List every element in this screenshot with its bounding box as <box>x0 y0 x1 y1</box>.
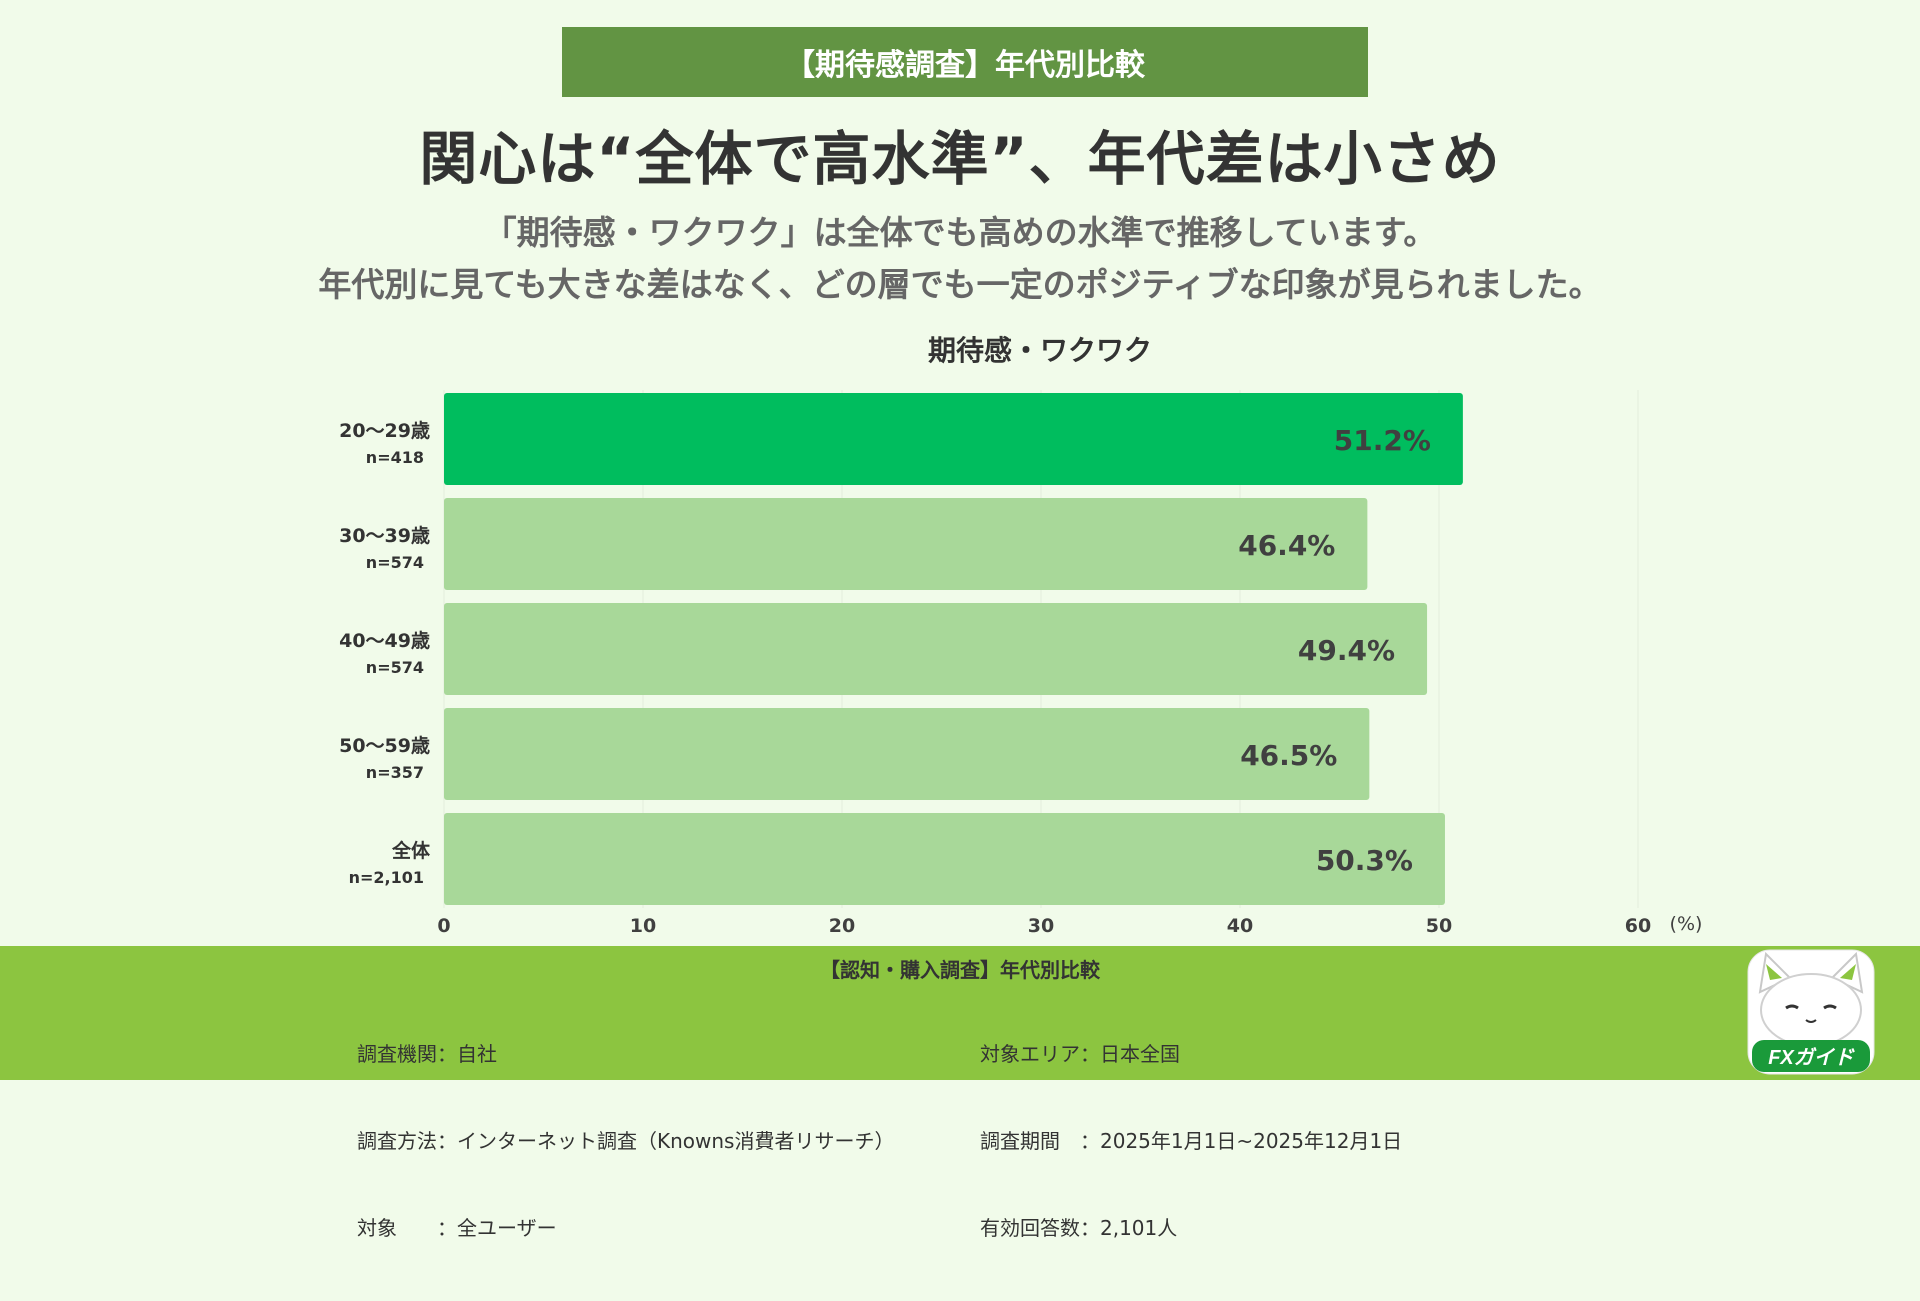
footer-info-item: 対象 ：全ユーザー <box>357 1216 557 1240</box>
bar-value-label: 46.4% <box>1238 529 1335 562</box>
footer-info-item: 調査機関：自社 <box>357 1042 497 1066</box>
logo-text: FXガイド <box>1768 1047 1855 1069</box>
footer-info-item: 対象エリア：日本全国 <box>980 1042 1180 1066</box>
sample-size-label: n=2,101 <box>349 868 424 887</box>
sample-size-label: n=574 <box>366 553 424 572</box>
sample-size-label: n=574 <box>366 658 424 677</box>
footer-info-item: 調査方法：インターネット調査（Knowns消費者リサーチ） <box>357 1129 895 1153</box>
sample-size-label: n=357 <box>366 763 424 782</box>
fx-guide-logo: FXガイド <box>1747 949 1875 1075</box>
footer-title: 【認知・購入調査】年代別比較 <box>820 958 1100 982</box>
headline: 関心は“全体で高水準”、年代差は小さめ <box>419 125 1501 193</box>
x-tick-label: 30 <box>1028 915 1054 937</box>
category-label: 全体 <box>391 839 431 862</box>
subtitle-line-2: 年代別に見ても大きな差はなく、どの層でも一定のポジティブな印象が見られました。 <box>318 265 1602 304</box>
x-tick-label: 50 <box>1426 915 1452 937</box>
bar <box>444 393 1463 485</box>
category-label: 50〜59歳 <box>339 735 430 757</box>
chart-title: 期待感・ワクワク <box>928 334 1152 367</box>
footer-info-item: 調査期間 ：2025年1月1日~2025年12月1日 <box>980 1129 1403 1153</box>
footer-info-item: 有効回答数：2,101人 <box>980 1216 1178 1240</box>
x-tick-label: 10 <box>630 915 656 937</box>
x-tick-label: 20 <box>829 915 855 937</box>
category-label: 30〜39歳 <box>339 525 430 547</box>
bar-value-label: 50.3% <box>1316 844 1413 877</box>
x-tick-label: 40 <box>1227 915 1253 937</box>
bar <box>444 708 1370 800</box>
category-label: 20〜29歳 <box>339 420 430 442</box>
bar <box>444 603 1428 695</box>
sample-size-label: n=418 <box>366 448 424 467</box>
bar-chart: 期待感・ワクワク 51.2% 20〜29歳 n=418 46.4% 30〜39歳 n=574… <box>339 334 1703 937</box>
subtitle-line-1: 「期待感・ワクワク」は全体でも高めの水準で推移しています。 <box>483 213 1437 252</box>
category-label: 40〜49歳 <box>339 630 430 652</box>
bar-value-label: 46.5% <box>1240 739 1337 772</box>
bar-value-label: 49.4% <box>1298 634 1395 667</box>
x-tick-label: 60 <box>1625 915 1651 937</box>
x-tick-label: 0 <box>437 915 450 937</box>
footer-info-left: 調査機関：自社 調査方法：インターネット調査（Knowns消費者リサーチ） 対象… <box>357 982 894 1301</box>
x-axis-unit: (%) <box>1670 913 1703 935</box>
bar <box>444 813 1445 905</box>
header-banner: 【期待感調査】年代別比較 <box>562 27 1368 97</box>
bar-value-label: 51.2% <box>1334 424 1431 457</box>
bar <box>444 498 1368 590</box>
footer: 【認知・購入調査】年代別比較 調査機関：自社 調査方法：インターネット調査（Kn… <box>0 946 1920 1240</box>
footer-info-right: 対象エリア：日本全国 調査期間 ：2025年1月1日~2025年12月1日 有効… <box>980 982 1402 1301</box>
